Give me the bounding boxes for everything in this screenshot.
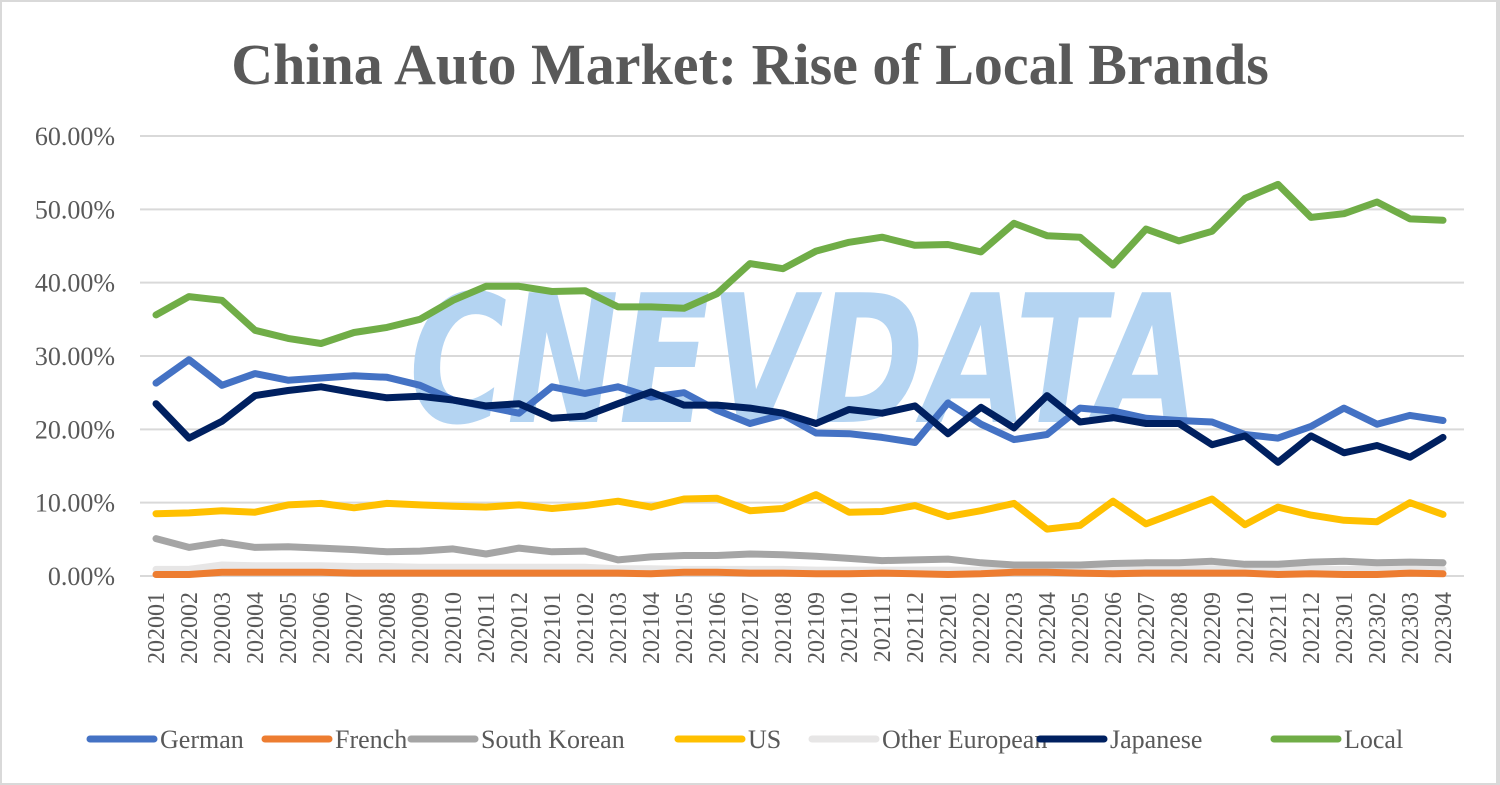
series-line	[152, 356, 1447, 446]
x-tick-label: 202011	[474, 592, 500, 663]
series-us	[152, 491, 1447, 533]
legend-label: French	[335, 725, 407, 754]
x-tick-label: 202109	[804, 592, 830, 664]
x-axis-ticks: 202001 202002 202003 202004 202005 202006 2020…	[144, 592, 1457, 664]
legend-item: German	[86, 725, 244, 754]
series-south-korean	[152, 535, 1447, 569]
x-tick-label: 202301	[1332, 592, 1358, 664]
y-tick-label: 0.00%	[48, 562, 115, 591]
series-line	[152, 383, 1447, 466]
y-tick-label: 50.00%	[35, 195, 115, 224]
y-tick-label: 10.00%	[35, 489, 115, 518]
x-tick-label: 202303	[1398, 592, 1424, 664]
x-tick-label: 202008	[375, 592, 401, 664]
x-tick-label: 202209	[1200, 592, 1226, 664]
x-tick-label: 202105	[672, 592, 698, 664]
legend-item: Japanese	[1036, 725, 1202, 754]
series-lines	[152, 180, 1447, 578]
x-tick-label: 202304	[1431, 592, 1457, 664]
x-tick-label: 202101	[540, 592, 566, 664]
legend-label: US	[748, 725, 781, 754]
x-tick-label: 202206	[1101, 592, 1127, 664]
x-tick-label: 202210	[1233, 592, 1259, 664]
x-tick-label: 202212	[1299, 592, 1325, 664]
x-tick-label: 202207	[1134, 592, 1160, 664]
legend-item: Other European	[808, 725, 1047, 754]
y-tick-label: 30.00%	[35, 342, 115, 371]
series-french	[152, 568, 1447, 578]
x-tick-label: 202302	[1365, 592, 1391, 664]
legend-item: French	[261, 725, 407, 754]
x-tick-label: 202007	[342, 592, 368, 664]
series-line	[152, 180, 1447, 347]
x-tick-label: 202203	[1002, 592, 1028, 664]
x-tick-label: 202201	[936, 592, 962, 664]
x-tick-label: 202003	[210, 592, 236, 664]
series-line	[152, 535, 1447, 569]
y-axis-ticks: 0.00% 10.00% 20.00% 30.00% 40.00% 50.00% 60.00…	[35, 122, 115, 591]
legend-label: South Korean	[481, 725, 625, 754]
x-tick-label: 202208	[1167, 592, 1193, 664]
legend-label: Japanese	[1110, 725, 1202, 754]
legend-label: German	[160, 725, 244, 754]
y-tick-label: 40.00%	[35, 269, 115, 298]
x-tick-label: 202103	[606, 592, 632, 664]
x-tick-label: 202106	[705, 592, 731, 664]
legend-item: Local	[1270, 725, 1403, 754]
x-tick-label: 202112	[903, 592, 929, 663]
x-tick-label: 202211	[1266, 592, 1292, 663]
y-tick-label: 20.00%	[35, 415, 115, 444]
series-line	[152, 568, 1447, 578]
legend-label: Other European	[882, 725, 1047, 754]
legend: German French South Korean US Other European…	[86, 725, 1403, 754]
y-tick-label: 60.00%	[35, 122, 115, 151]
series-japanese	[152, 383, 1447, 466]
legend-item: US	[674, 725, 781, 754]
chart-title: China Auto Market: Rise of Local Brands	[231, 32, 1269, 97]
series-line	[152, 561, 1447, 574]
series-local	[152, 180, 1447, 347]
x-tick-label: 202010	[441, 592, 467, 664]
x-tick-label: 202009	[408, 592, 434, 664]
legend-item: South Korean	[407, 725, 625, 754]
x-tick-label: 202111	[870, 592, 896, 662]
x-tick-label: 202205	[1068, 592, 1094, 664]
legend-label: Local	[1344, 725, 1403, 754]
x-tick-label: 202002	[177, 592, 203, 664]
series-line	[152, 491, 1447, 533]
gridlines	[140, 135, 1464, 577]
x-tick-label: 202102	[573, 592, 599, 664]
x-tick-label: 202204	[1035, 592, 1061, 664]
x-tick-label: 202110	[837, 592, 863, 663]
x-tick-label: 202004	[243, 592, 269, 664]
x-tick-label: 202107	[738, 592, 764, 664]
x-tick-label: 202012	[507, 592, 533, 664]
x-tick-label: 202202	[969, 592, 995, 664]
x-tick-label: 202005	[276, 592, 302, 664]
x-tick-label: 202001	[144, 592, 170, 664]
x-tick-label: 202006	[309, 592, 335, 664]
x-tick-label: 202108	[771, 592, 797, 664]
x-tick-label: 202104	[639, 592, 665, 664]
